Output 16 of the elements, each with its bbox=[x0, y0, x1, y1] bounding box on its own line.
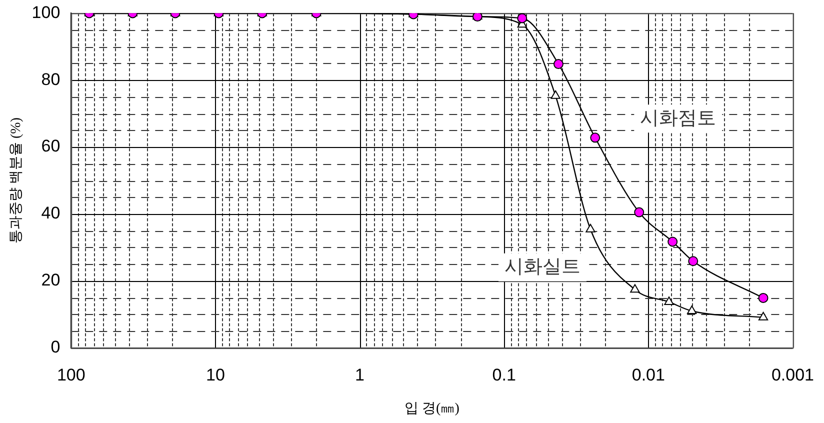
y-tick-label: 20 bbox=[41, 270, 60, 290]
x-tick-label: 10 bbox=[206, 366, 225, 385]
text: 시화점토 bbox=[640, 108, 716, 129]
y-axis-title: 통과중량 백분율 (%) bbox=[9, 117, 24, 244]
x-tick-label: 0.1 bbox=[492, 366, 516, 385]
y-tick-label: 0 bbox=[50, 337, 60, 356]
y-tick-label: 100 bbox=[32, 2, 60, 22]
x-tick-label: 1 bbox=[355, 366, 365, 385]
x-tick-label: 0.001 bbox=[771, 366, 814, 385]
y-tick-label: 40 bbox=[41, 204, 60, 223]
series-label: 시화실트 bbox=[504, 256, 580, 278]
x-axis-title: 입 경(㎜) bbox=[404, 401, 460, 416]
y-tick-label: 60 bbox=[41, 136, 60, 156]
x-tick-label: 0.01 bbox=[632, 366, 665, 385]
x-tick-label: 100 bbox=[56, 366, 86, 385]
y-tick-label: 80 bbox=[41, 70, 60, 89]
